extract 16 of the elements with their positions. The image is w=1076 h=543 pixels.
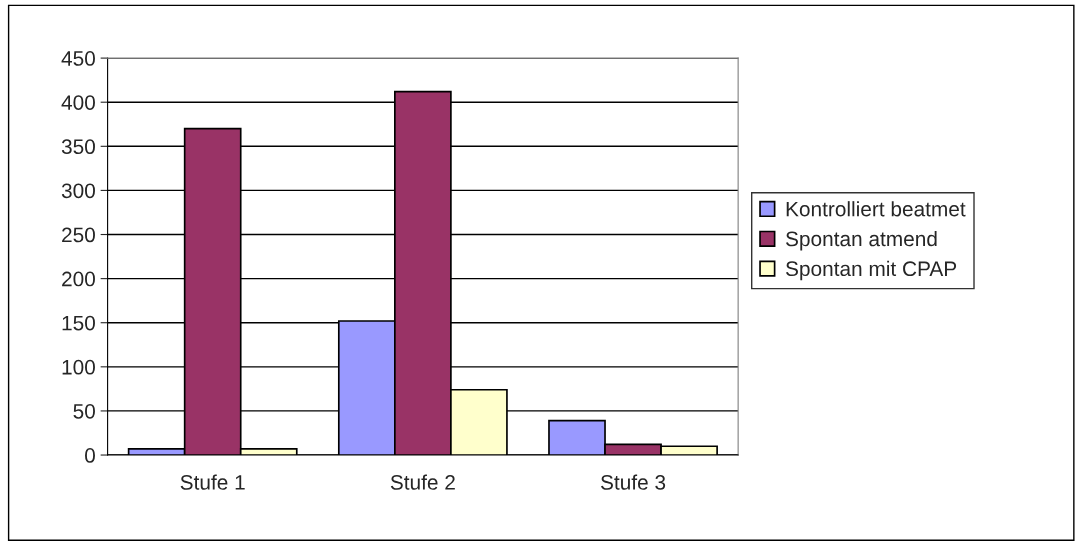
y-tick-label: 50 <box>73 403 95 419</box>
y-tick-label: 0 <box>85 448 95 463</box>
x-tick-label: Stufe 2 <box>390 474 455 490</box>
x-tick-label: Stufe 3 <box>600 474 666 490</box>
y-tick-label: 300 <box>61 183 95 199</box>
legend-label: Kontrolliert beatmet <box>786 201 966 217</box>
legend-label: Spontan atmend <box>785 230 937 251</box>
y-tick-label: 450 <box>61 51 95 66</box>
y-tick-label: 400 <box>61 95 95 110</box>
y-tick-label: 100 <box>62 359 95 375</box>
y-tick-label: 150 <box>62 315 95 331</box>
y-tick-label: 250 <box>62 227 95 243</box>
x-tick-label: Stufe 1 <box>180 474 245 490</box>
y-tick-label: 350 <box>61 139 95 155</box>
legend-label: Spontan mit CPAP <box>785 260 957 281</box>
y-tick-label: 200 <box>62 271 95 287</box>
